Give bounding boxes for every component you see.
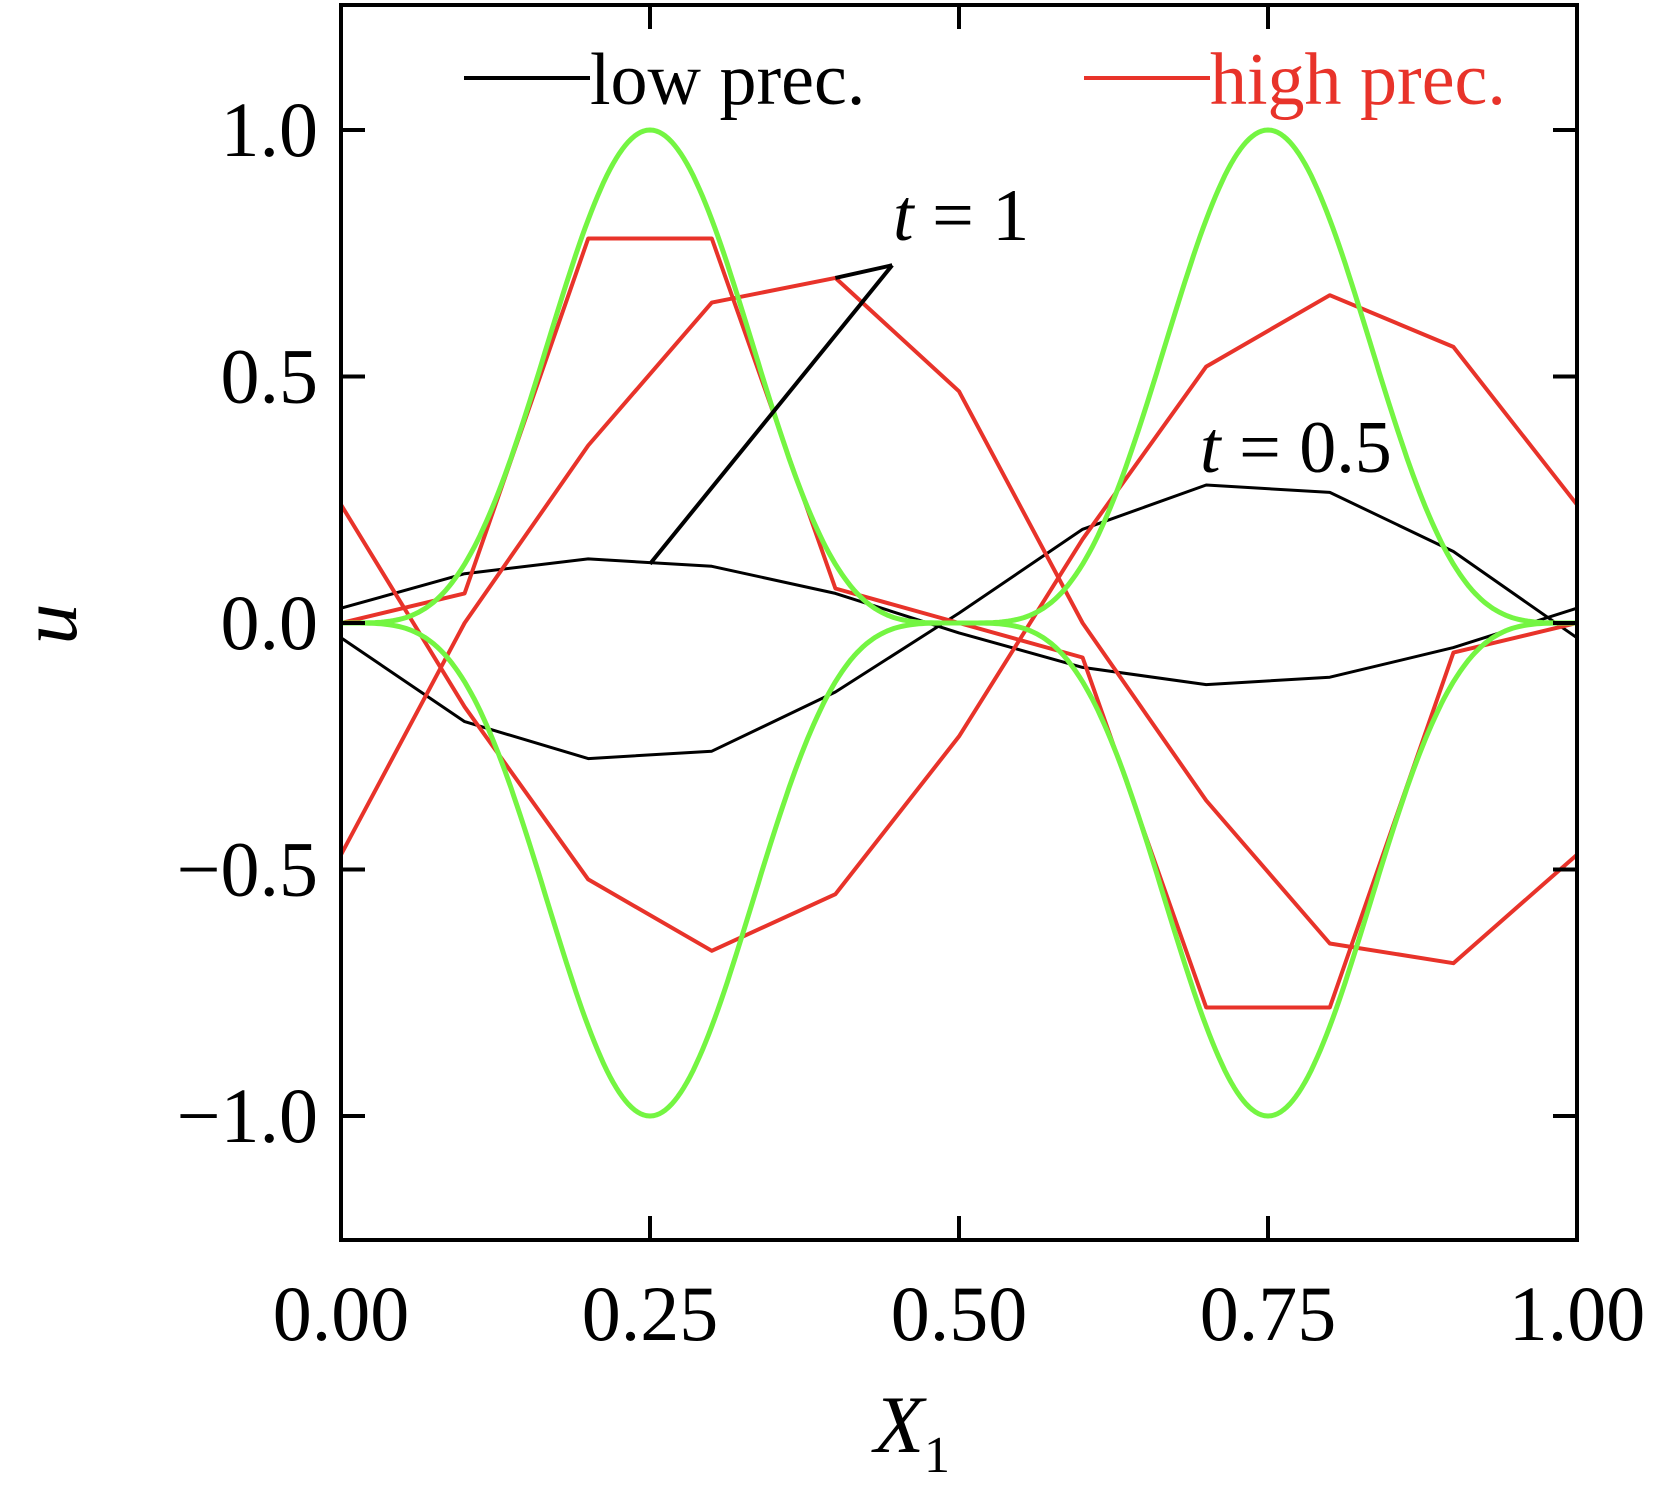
- legend-label-low-prec: low prec.: [590, 39, 865, 121]
- series-line-low-prec--1: [341, 483, 1577, 761]
- x-axis-label-main: X: [871, 1379, 927, 1470]
- x-tick-label-3: 0.75: [1200, 1270, 1337, 1357]
- x-tick-label-1: 0.25: [582, 1270, 719, 1357]
- x-axis-label-subscript: 1: [924, 1427, 950, 1484]
- series-line-high-prec--3: [341, 275, 1577, 966]
- y-tick-label-1: −0.5: [177, 826, 319, 913]
- annotation-t-1-var: t: [893, 175, 916, 257]
- annotation-t-0-5-rest: = 0.5: [1221, 407, 1392, 489]
- legend: low prec. high prec.: [464, 39, 1506, 121]
- y-tick-label-2: 0.0: [221, 579, 319, 666]
- x-tick-label-4: 1.00: [1509, 1270, 1646, 1357]
- annotation-layer: [648, 263, 894, 566]
- x-axis-label: X1: [871, 1379, 950, 1484]
- annotation-t-0-5-var: t: [1200, 407, 1223, 489]
- legend-label-high-prec: high prec.: [1210, 39, 1506, 121]
- x-tick-label-2: 0.50: [891, 1270, 1028, 1357]
- x-tick-label-0: 0.00: [273, 1270, 410, 1357]
- y-tick-label-3: 0.5: [221, 333, 319, 420]
- y-axis-label: u: [3, 604, 94, 645]
- ticks-layer: 0.00 0.25 0.50 0.75 1.00 −1.0 −0.5 0.0 0.5 1.0: [177, 5, 1646, 1357]
- annotation-t-1: t = 1: [893, 175, 1029, 257]
- y-tick-label-4: 1.0: [221, 86, 319, 173]
- annotation-t-0-5: t = 0.5: [1200, 407, 1392, 489]
- series-layer: [341, 127, 1577, 1119]
- series-line-high-prec--4: [341, 293, 1577, 953]
- y-tick-label-0: −1.0: [177, 1072, 319, 1159]
- series-line-reference-6: [341, 127, 1577, 1119]
- annotation-t-1-rest: = 1: [914, 175, 1030, 257]
- annotation-pointer-0-0: [648, 263, 894, 566]
- series-line-low-prec--0: [341, 557, 1577, 687]
- annotation-pointer-0-1: [834, 263, 893, 280]
